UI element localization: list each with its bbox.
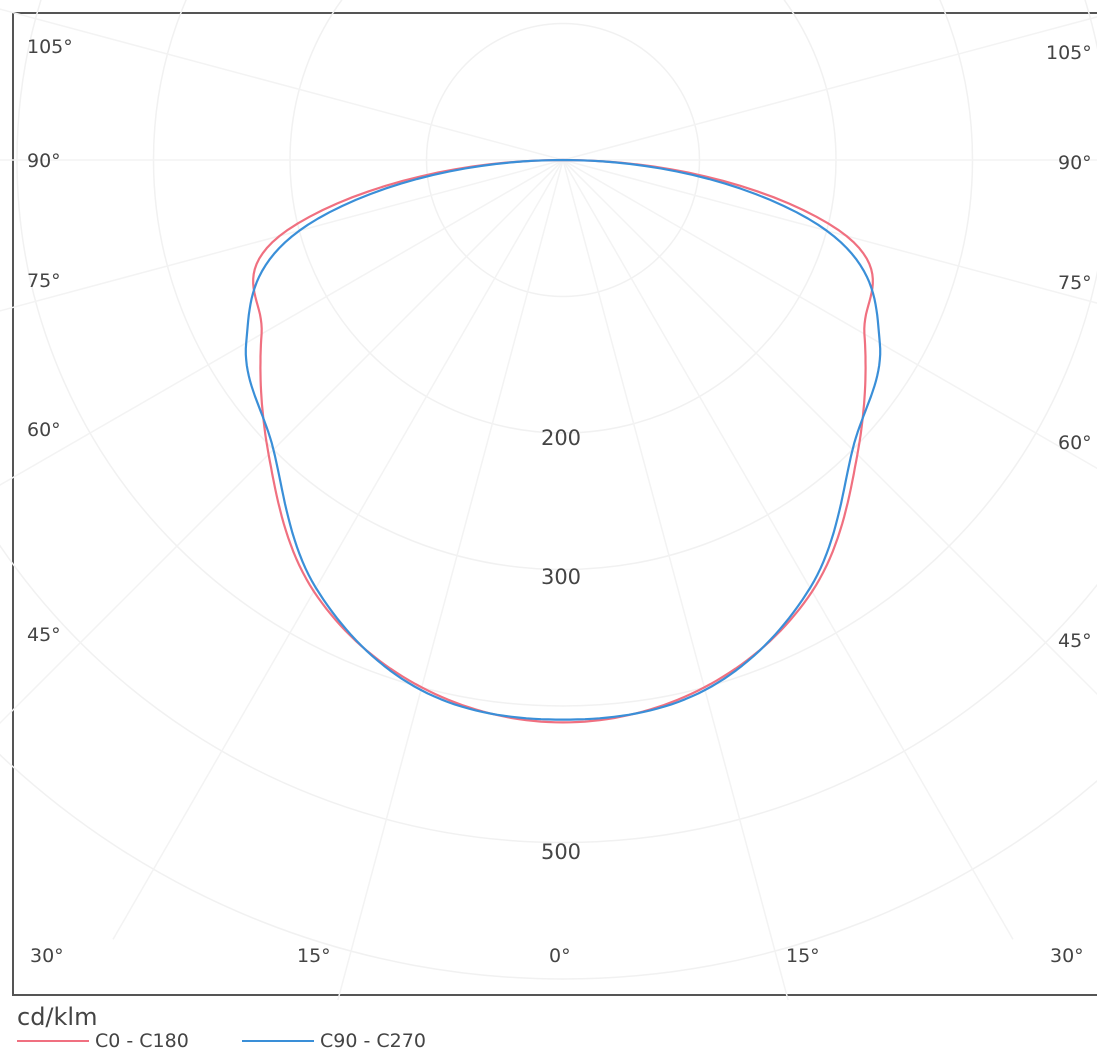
angle-label-bottom-30-right: 30° [1050, 945, 1084, 967]
angle-label-bottom-0: 0° [549, 945, 571, 967]
angle-label-left-60: 60° [27, 419, 61, 441]
legend-swatch-c90-c270 [242, 1040, 314, 1042]
grid-spoke [0, 159, 564, 312]
radial-label-500: 500 [540, 840, 582, 864]
grid-spoke [0, 159, 564, 725]
angle-label-bottom-15-left: 15° [297, 945, 331, 967]
series-curve-c0-c180 [252, 158, 874, 724]
grid-circle-5 [0, 544, 1097, 844]
grid-spoke [562, 159, 789, 1000]
legend-item-c0-c180: C0 - C180 [17, 1030, 189, 1052]
unit-label: cd/klm [17, 1003, 98, 1031]
angle-label-bottom-15-right: 15° [786, 945, 820, 967]
angle-label-right-105: 105° [1046, 42, 1092, 64]
angle-label-bottom-30-left: 30° [30, 945, 64, 967]
angle-label-left-45: 45° [27, 624, 61, 646]
polar-plot [0, 0, 1097, 1000]
legend-label-c0-c180: C0 - C180 [95, 1030, 189, 1052]
curve-layer [244, 158, 882, 724]
radial-label-300: 300 [540, 565, 582, 589]
angle-label-right-75: 75° [1058, 272, 1092, 294]
grid-circle-2 [289, 0, 837, 434]
angle-label-right-45: 45° [1058, 630, 1092, 652]
grid-spoke [562, 16, 1097, 161]
angle-label-left-90: 90° [27, 150, 61, 172]
grid-circle-3 [152, 0, 974, 571]
grid-spoke [337, 159, 564, 1000]
legend-label-c90-c270: C90 - C270 [320, 1030, 426, 1052]
grid-spoke [562, 159, 1097, 304]
angle-label-left-105: 105° [27, 36, 73, 58]
radial-label-200: 200 [540, 426, 582, 450]
grid-circle-4 [16, 0, 1097, 707]
grid-spoke [112, 159, 564, 940]
grid-spoke [562, 159, 1014, 940]
grid-spoke [0, 8, 564, 161]
grid-spoke [562, 159, 1097, 470]
angle-label-right-60: 60° [1058, 432, 1092, 454]
angle-label-right-90: 90° [1058, 152, 1092, 174]
grid-spoke [0, 159, 564, 486]
legend-item-c90-c270: C90 - C270 [242, 1030, 426, 1052]
polar-grid [0, 0, 1097, 1000]
grid-spoke [562, 159, 1097, 696]
angle-label-left-75: 75° [27, 270, 61, 292]
chart-frame [12, 12, 1097, 996]
series-curve-c90-c270 [244, 158, 882, 721]
legend-swatch-c0-c180 [17, 1040, 89, 1042]
grid-circle-6 [0, 753, 1097, 980]
